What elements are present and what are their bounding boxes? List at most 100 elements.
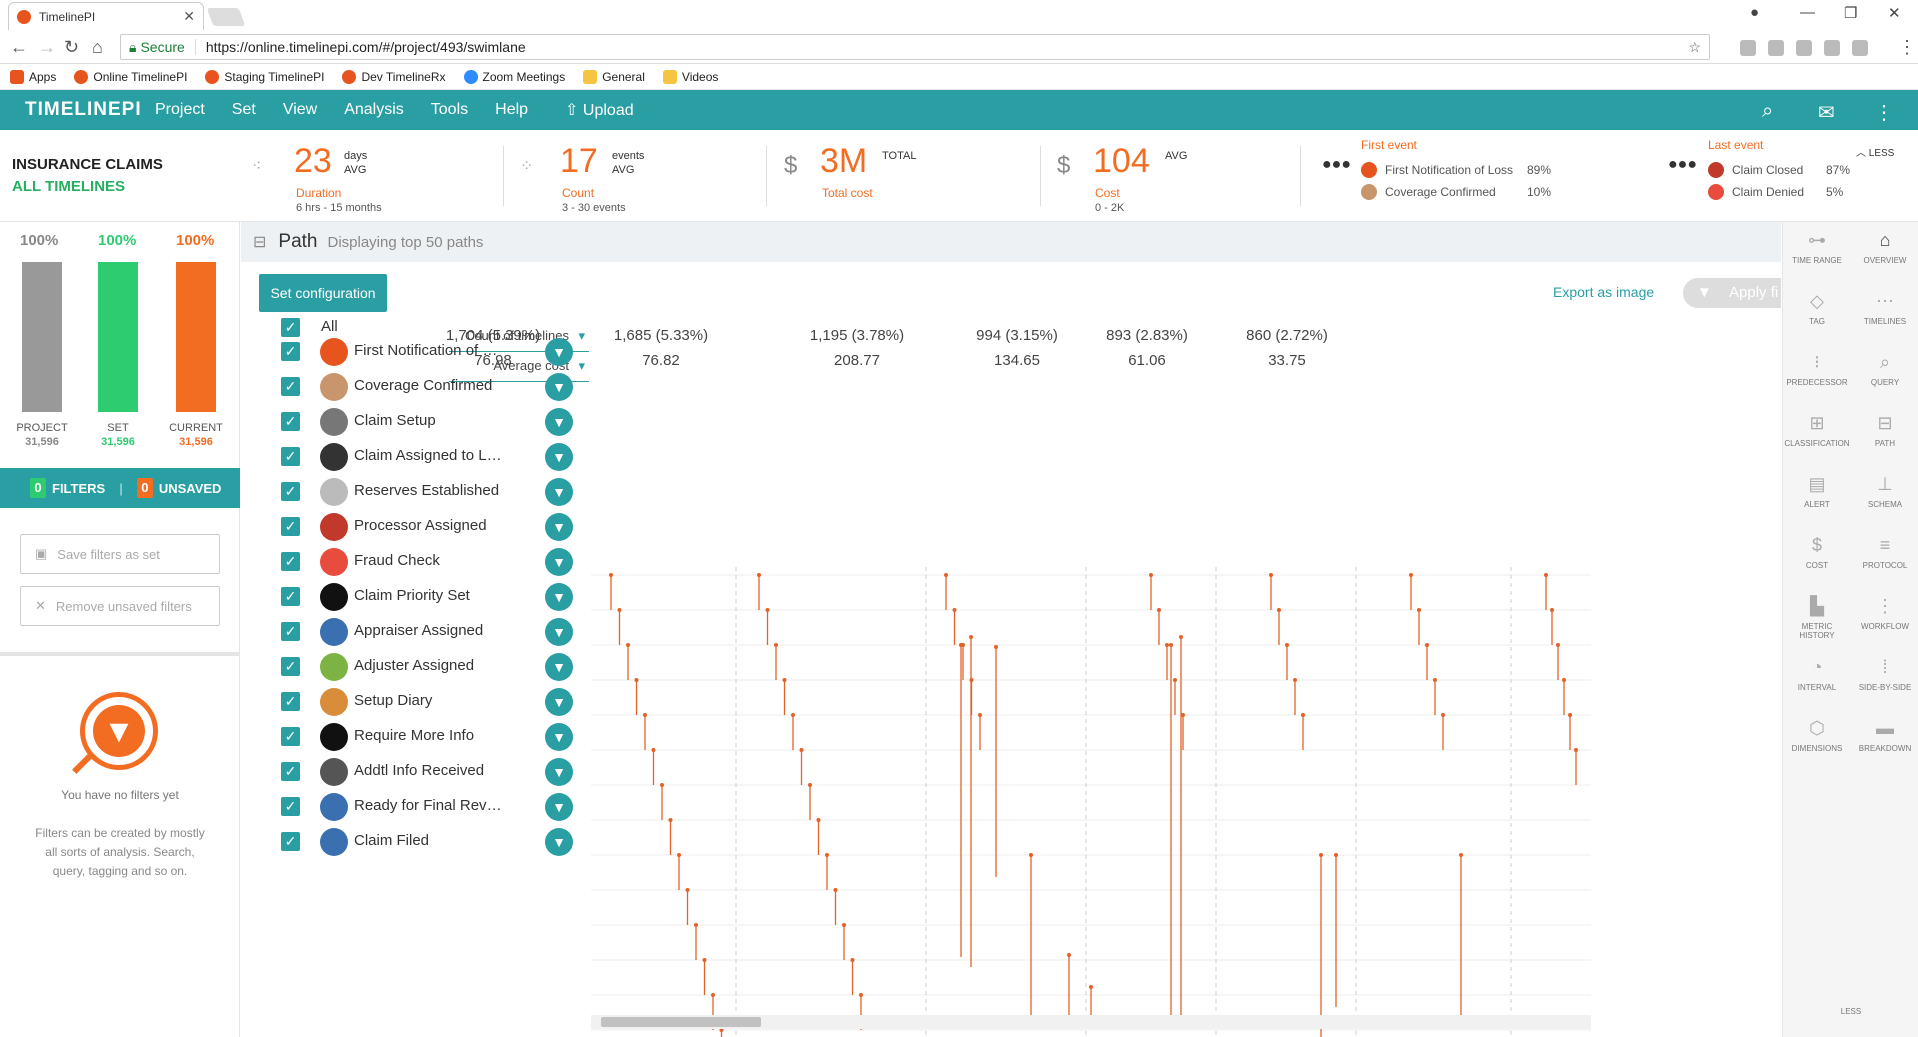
tool-protocol[interactable]: ≡ PROTOCOL [1851, 535, 1918, 570]
event-checkbox[interactable]: ✓ [281, 692, 300, 711]
tool-timelines[interactable]: ⋯ TIMELINES [1851, 291, 1918, 326]
tool-query[interactable]: ⌕ QUERY [1851, 352, 1918, 387]
account-icon[interactable]: ● [1750, 4, 1760, 21]
star-icon[interactable]: ☆ [1688, 38, 1701, 55]
app-logo[interactable]: TIMELINEPI [25, 99, 142, 120]
event-filter-button[interactable]: ▼ [545, 793, 573, 821]
bookmark-zoom[interactable]: Zoom Meetings [463, 69, 565, 84]
event-checkbox[interactable]: ✓ [281, 447, 300, 466]
upload-button[interactable]: ⇧ Upload [565, 102, 634, 119]
event-filter-button[interactable]: ▼ [545, 373, 573, 401]
count-of-timelines-select[interactable]: Count of timelines [449, 328, 589, 352]
home-icon[interactable]: ⌂ [92, 37, 103, 57]
event-filter-button[interactable]: ▼ [545, 548, 573, 576]
tool-workflow[interactable]: ⋮ WORKFLOW [1851, 596, 1918, 631]
close-tab-icon[interactable]: ✕ [183, 8, 195, 24]
event-filter-button[interactable]: ▼ [545, 828, 573, 856]
tool-home[interactable]: ⌂ OVERVIEW [1851, 230, 1918, 265]
event-dot [719, 1028, 724, 1032]
sidebar-less-toggle[interactable]: LESS [1840, 1007, 1862, 1016]
tool-breakdown[interactable]: ▬ BREAKDOWN [1851, 718, 1918, 753]
tool-alert[interactable]: ▤ ALERT [1783, 474, 1851, 509]
menu-tools[interactable]: Tools [430, 101, 469, 118]
event-filter-button[interactable]: ▼ [545, 478, 573, 506]
menu-analysis[interactable]: Analysis [344, 101, 404, 118]
tool-cost[interactable]: $ COST [1783, 535, 1851, 570]
event-checkbox[interactable]: ✓ [281, 412, 300, 431]
extension-icon[interactable] [1740, 40, 1756, 56]
event-checkbox[interactable]: ✓ [281, 587, 300, 606]
export-as-image-link[interactable]: Export as image [1553, 284, 1655, 300]
extension-icon[interactable] [1852, 40, 1868, 56]
unsaved-label[interactable]: UNSAVED [158, 480, 222, 496]
project-subtitle[interactable]: ALL TIMELINES [12, 178, 126, 195]
tool-side-by-side[interactable]: ⁞ SIDE-BY-SIDE [1851, 657, 1918, 692]
event-checkbox[interactable]: ✓ [281, 657, 300, 676]
tool-path[interactable]: ⊟ PATH [1851, 413, 1918, 448]
new-tab-button[interactable] [206, 8, 246, 26]
forward-icon[interactable]: → [38, 37, 56, 57]
set-configuration-button[interactable]: Set configuration [259, 274, 387, 312]
event-checkbox[interactable]: ✓ [281, 377, 300, 396]
tool-dimensions[interactable]: ⬡ DIMENSIONS [1783, 718, 1851, 753]
event-filter-button[interactable]: ▼ [545, 408, 573, 436]
url-field[interactable]: 🔒︎ Secure https://online.timelinepi.com/… [120, 34, 1710, 60]
event-filter-button[interactable]: ▼ [545, 338, 573, 366]
event-filter-button[interactable]: ▼ [545, 758, 573, 786]
maximize-icon[interactable]: ❐ [1844, 5, 1858, 22]
event-checkbox[interactable]: ✓ [281, 832, 300, 851]
search-icon[interactable]: ⌕ [1762, 100, 1774, 122]
event-checkbox[interactable]: ✓ [281, 622, 300, 641]
bookmark-videos[interactable]: Videos [662, 69, 718, 84]
save-filters-button[interactable]: ▣ Save filters as set [20, 534, 220, 574]
scrollbar-thumb[interactable] [601, 1017, 761, 1027]
event-checkbox[interactable]: ✓ [281, 482, 300, 501]
minimize-icon[interactable]: — [1800, 4, 1815, 21]
tool-schema[interactable]: ⊥ SCHEMA [1851, 474, 1918, 509]
tool-time-range[interactable]: ⊶ TIME RANGE [1783, 230, 1851, 265]
event-filter-button[interactable]: ▼ [545, 583, 573, 611]
horizontal-scrollbar[interactable] [591, 1015, 1591, 1029]
mail-icon[interactable]: ✉ [1818, 102, 1835, 124]
menu-set[interactable]: Set [231, 101, 256, 118]
event-filter-button[interactable]: ▼ [545, 513, 573, 541]
extension-icon[interactable] [1768, 40, 1784, 56]
event-filter-button[interactable]: ▼ [545, 443, 573, 471]
back-icon[interactable]: ← [10, 37, 28, 57]
event-checkbox[interactable]: ✓ [281, 727, 300, 746]
extension-icon[interactable] [1824, 40, 1840, 56]
menu-view[interactable]: View [282, 101, 318, 118]
apply-filter-button[interactable]: ▼ Apply fi [1683, 278, 1781, 308]
event-checkbox[interactable]: ✓ [281, 552, 300, 571]
menu-project[interactable]: Project [155, 101, 205, 118]
tool-tag[interactable]: ◇ TAG [1783, 291, 1851, 326]
close-window-icon[interactable]: ✕ [1888, 5, 1901, 22]
menu-help[interactable]: Help [495, 101, 529, 118]
tool-metric-history[interactable]: ▙ METRIC HISTORY [1783, 596, 1851, 640]
bookmark-staging[interactable]: Staging TimelinePI [205, 69, 324, 84]
more-menu-icon[interactable]: ⋮ [1874, 102, 1894, 124]
browser-tab[interactable]: TimelinePI ✕ [8, 2, 204, 30]
event-filter-button[interactable]: ▼ [545, 688, 573, 716]
bookmark-online[interactable]: Online TimelinePI [74, 69, 187, 84]
filters-label[interactable]: FILTERS [52, 480, 106, 496]
event-filter-button[interactable]: ▼ [545, 723, 573, 751]
less-toggle[interactable]: ︿ LESS [1856, 148, 1895, 159]
tool-classification[interactable]: ⊞ CLASSIFICATION [1783, 413, 1851, 448]
tool-interval[interactable]: ◔ INTERVAL [1783, 657, 1851, 692]
event-checkbox[interactable]: ✓ [281, 517, 300, 536]
extension-icon[interactable] [1796, 40, 1812, 56]
remove-filters-button[interactable]: ✕ Remove unsaved filters [20, 586, 220, 626]
bookmark-apps[interactable]: Apps [10, 69, 56, 84]
all-checkbox[interactable]: ✓ [281, 318, 300, 337]
event-filter-button[interactable]: ▼ [545, 653, 573, 681]
tool-predecessor[interactable]: ⁝ PREDECESSOR [1783, 352, 1851, 387]
event-checkbox[interactable]: ✓ [281, 342, 300, 361]
event-checkbox[interactable]: ✓ [281, 797, 300, 816]
bookmark-general[interactable]: General [583, 69, 645, 84]
bookmark-dev[interactable]: Dev TimelineRx [342, 69, 446, 84]
event-checkbox[interactable]: ✓ [281, 762, 300, 781]
reload-icon[interactable]: ↻ [64, 37, 80, 57]
event-filter-button[interactable]: ▼ [545, 618, 573, 646]
browser-menu-icon[interactable]: ⋮ [1898, 37, 1916, 57]
